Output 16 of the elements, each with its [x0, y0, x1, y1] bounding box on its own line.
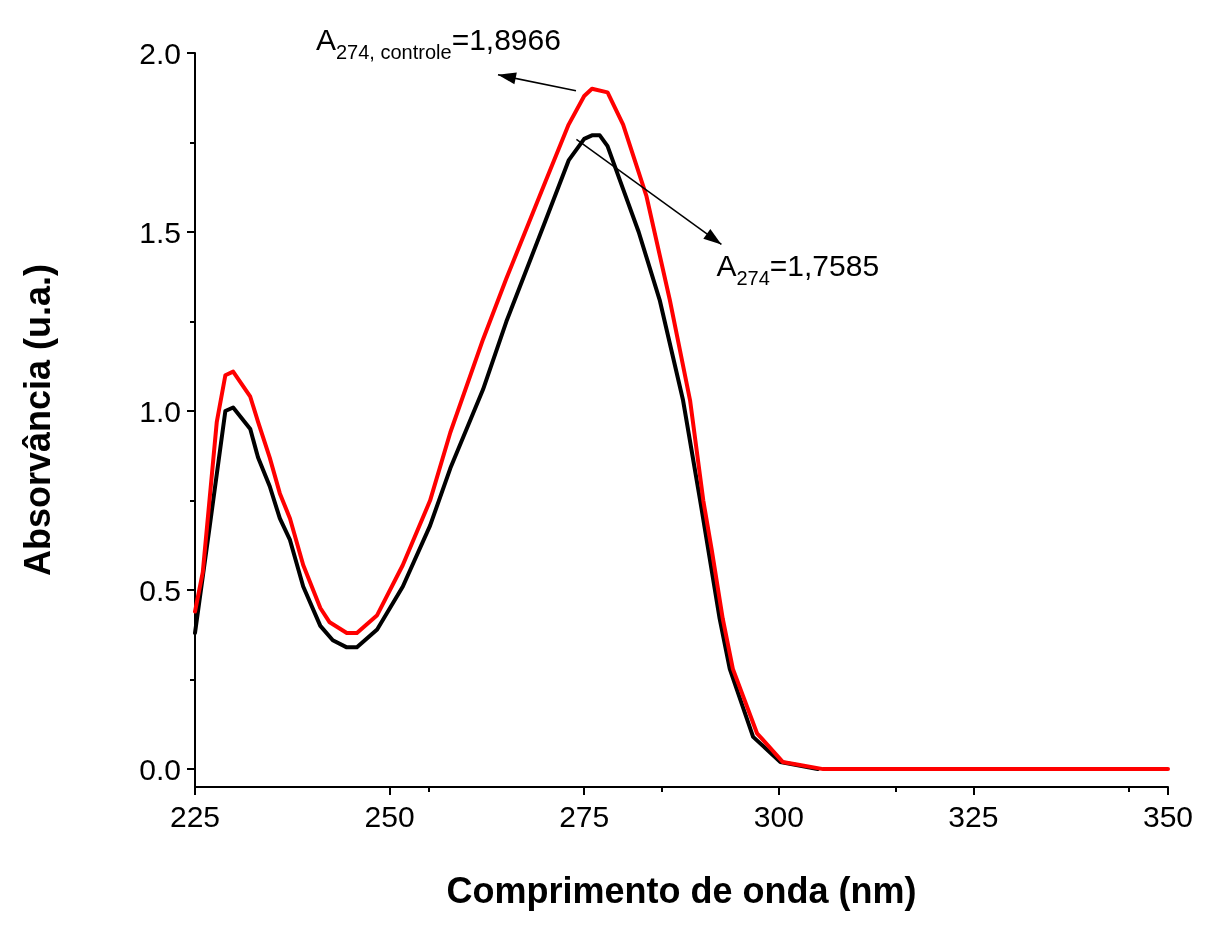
x-tick-label: 300	[753, 799, 804, 833]
x-tick-label: 325	[948, 799, 999, 833]
annotation: A$_{274}$=1,7585	[716, 249, 880, 290]
y-tick-label: 1.5	[139, 215, 181, 249]
x-axis-title: Comprimento de onda (nm)	[446, 869, 917, 911]
x-tick-label: 250	[364, 799, 415, 833]
x-tick-label: 275	[559, 799, 610, 833]
y-tick-label: 2.0	[139, 36, 181, 70]
y-tick-label: 0.0	[139, 752, 181, 786]
x-tick-label: 350	[1142, 799, 1194, 833]
y-tick-label: 0.5	[139, 573, 181, 607]
line-series	[193, 86, 1170, 772]
annotation: A$_{274, controle}$=1,8966	[315, 22, 561, 63]
y-tick-label: 1.0	[139, 394, 181, 428]
y-axis-title: Absorvância (u.a.)	[16, 263, 58, 577]
x-tick-label: 225	[169, 799, 221, 833]
